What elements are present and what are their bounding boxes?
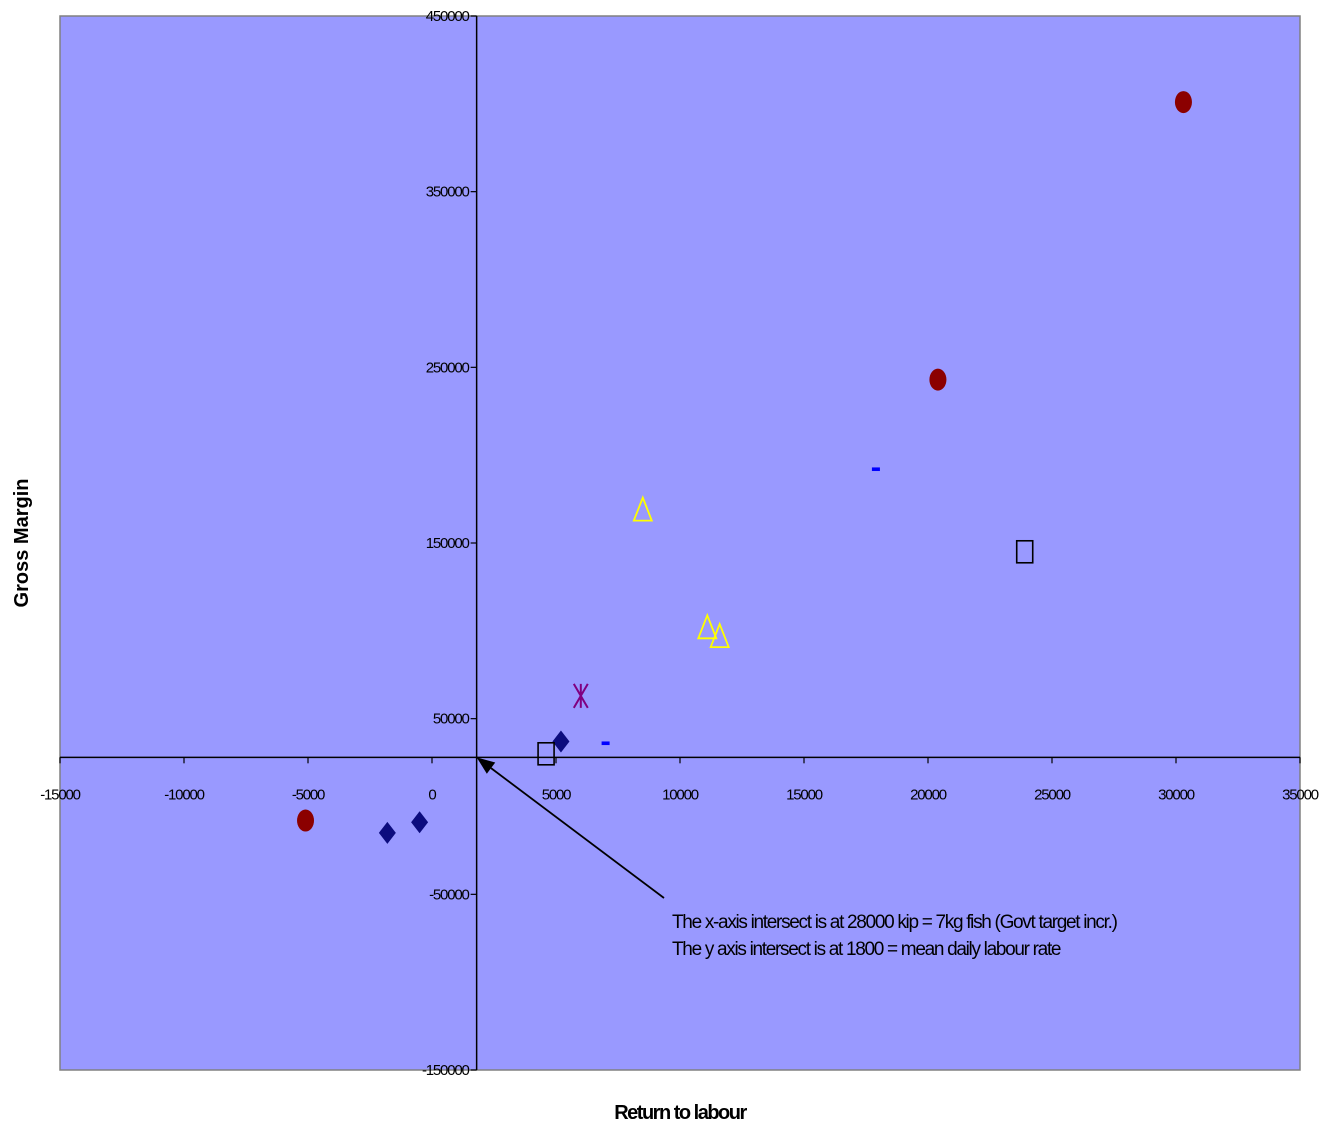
y-axis-title: Gross Margin	[11, 479, 33, 608]
y-tick-labels: -150000 -50000 50000 150000 250000 350000 4500…	[422, 8, 471, 1079]
data-point-circle	[297, 809, 315, 832]
data-point-star	[572, 683, 589, 709]
x-tick-label: 35000	[1282, 786, 1319, 803]
y-tick-label: 250000	[426, 359, 470, 376]
annotation-arrow-head	[476, 757, 496, 774]
data-point-diamond	[378, 821, 396, 844]
x-tick-label: -5000	[292, 786, 325, 803]
y-tick-label: -150000	[422, 1062, 470, 1079]
annotation: The x-axis intersect is at 28000 kip = 7…	[476, 757, 1119, 960]
x-tick-label: 25000	[1034, 786, 1071, 803]
x-tick-label: 30000	[1158, 786, 1195, 803]
x-tick-label: -15000	[40, 786, 80, 803]
x-tick-label: -10000	[164, 786, 204, 803]
axes	[59, 15, 1301, 1071]
y-tick-label: 450000	[426, 8, 470, 25]
y-tick-label: -50000	[429, 886, 469, 903]
annotation-text-line: The y axis intersect is at 1800 = mean d…	[672, 939, 1061, 960]
data-point-diamond	[552, 730, 570, 753]
y-tick-label: 150000	[426, 535, 470, 552]
data-point-dash	[871, 467, 880, 472]
x-tick-labels: -15000 -10000 -5000 0 5000 10000 15000 20000 250…	[40, 786, 1320, 803]
x-tick-label: 20000	[910, 786, 947, 803]
data-point-square-open	[1015, 539, 1034, 564]
annotation-arrow-line	[490, 767, 665, 899]
data-point-diamond	[411, 811, 429, 834]
y-tick-label: 50000	[433, 711, 470, 728]
data-point-triangle-open	[696, 612, 718, 640]
x-tick-label: 15000	[786, 786, 823, 803]
data-point-triangle-open	[709, 621, 730, 649]
x-tick-label: 0	[428, 786, 436, 803]
x-axis-title: Return to labour	[614, 1102, 747, 1122]
annotation-text-line: The x-axis intersect is at 28000 kip = 7…	[672, 912, 1118, 933]
data-point-dash	[601, 741, 610, 746]
plot-area	[59, 15, 1301, 1071]
x-tick-label: 10000	[662, 786, 699, 803]
data-point-square-open	[537, 741, 555, 766]
x-tick-label: 5000	[542, 786, 571, 803]
data-point-triangle-open	[632, 495, 654, 522]
data-points	[297, 91, 1192, 844]
data-point-circle	[929, 368, 947, 391]
data-point-circle	[1174, 91, 1192, 114]
y-tick-label: 350000	[426, 184, 470, 201]
